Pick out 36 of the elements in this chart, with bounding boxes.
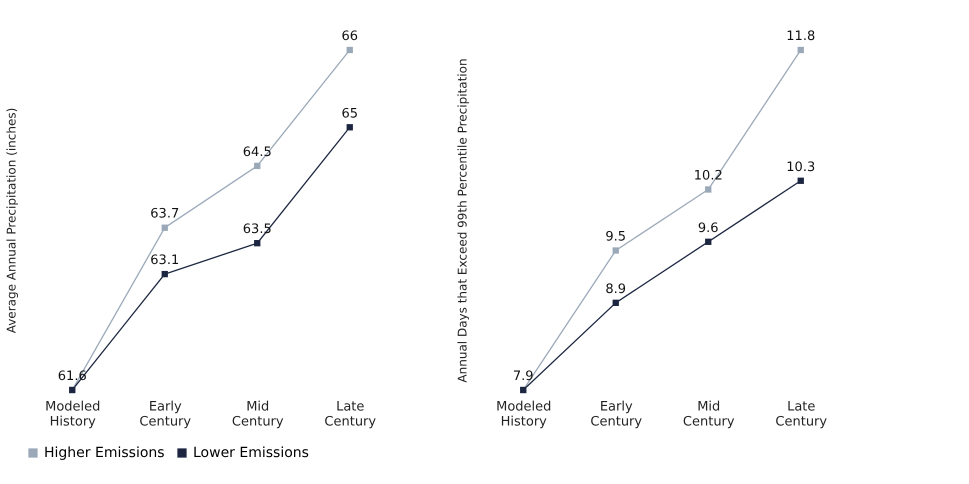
x-tick-label: Early Century [139, 400, 192, 430]
point [798, 178, 804, 184]
point [612, 247, 619, 254]
point [612, 300, 619, 306]
point [346, 124, 353, 130]
x-tick-label: Modeled History [45, 400, 100, 430]
legend-label: Lower Emissions [193, 445, 309, 461]
data-label: 10.3 [786, 160, 816, 175]
point [798, 46, 804, 54]
data-label: 7.9 [512, 369, 534, 384]
legend-label: Higher Emissions [44, 445, 165, 461]
data-label: 66 [341, 29, 358, 44]
point [705, 238, 712, 245]
x-tick-label: Late Century [775, 400, 828, 430]
point [162, 224, 168, 231]
point [254, 240, 260, 246]
x-tick-label: Early Century [590, 400, 642, 430]
x-tick-label: Mid Century [682, 400, 735, 430]
data-label: 63.1 [150, 253, 180, 268]
x-tick-label: Mid Century [232, 400, 284, 430]
data-label: 11.8 [786, 29, 816, 44]
point [254, 162, 260, 170]
data-label: 9.6 [698, 220, 719, 236]
x-tick-label: Late Century [324, 400, 376, 430]
x-tick-label: Modeled History [496, 400, 552, 430]
point [346, 46, 353, 54]
data-label: 8.9 [605, 282, 626, 297]
point [705, 186, 712, 193]
data-label: 63.7 [150, 206, 180, 222]
data-label: 9.5 [605, 230, 626, 245]
data-label: 65 [341, 106, 358, 122]
data-label: 64.5 [242, 144, 272, 160]
point [162, 270, 168, 278]
data-label: 10.2 [694, 168, 723, 184]
y-axis-title: Annual Days that Exceed 99th Percentile Precipitation [456, 58, 470, 383]
y-axis-title: Average Annual Precipitation (inches) [4, 108, 18, 334]
